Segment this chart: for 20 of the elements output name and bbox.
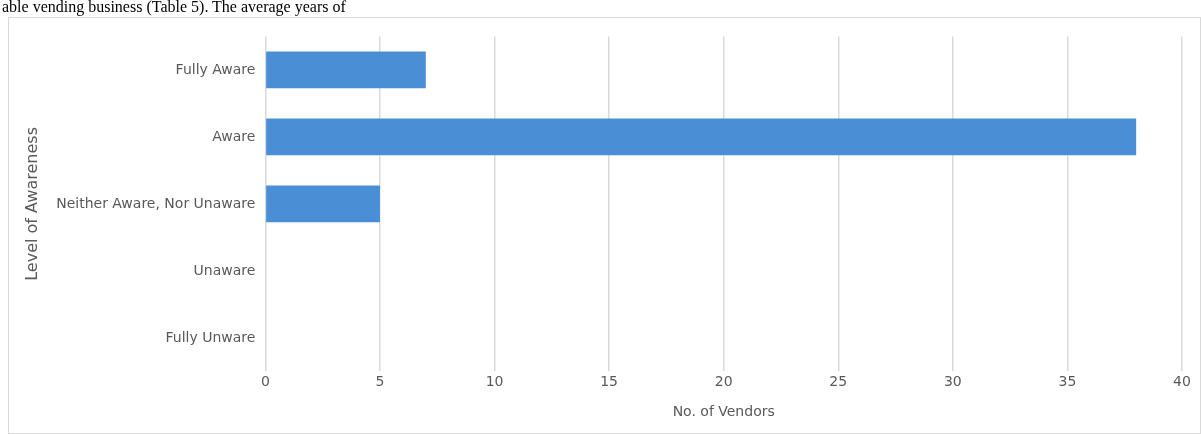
x-axis-title: No. of Vendors <box>672 403 775 420</box>
y-tick-label: Aware <box>212 127 256 144</box>
y-tick-label: Neither Aware, Nor Unaware <box>56 194 256 211</box>
x-tick-label: 20 <box>714 373 733 390</box>
bar <box>266 118 1137 156</box>
y-tick-label: Fully Aware <box>175 60 256 77</box>
bar <box>266 51 426 89</box>
x-tick-label: 40 <box>1173 373 1191 390</box>
bar <box>266 185 380 223</box>
x-tick-label: 15 <box>600 373 619 390</box>
y-tick-label: Unaware <box>193 261 256 278</box>
x-tick-label: 0 <box>260 373 270 390</box>
x-tick-label: 10 <box>485 373 504 390</box>
x-tick-label: 25 <box>829 373 848 390</box>
x-tick-label: 5 <box>375 373 385 390</box>
x-tick-label: 35 <box>1058 373 1077 390</box>
text: able vending business (Table 5). The average years of <box>2 0 346 16</box>
y-axis-title: Level of Awareness <box>21 127 41 281</box>
y-tick-label: Fully Unware <box>165 328 256 345</box>
x-tick-label: 30 <box>943 373 962 390</box>
